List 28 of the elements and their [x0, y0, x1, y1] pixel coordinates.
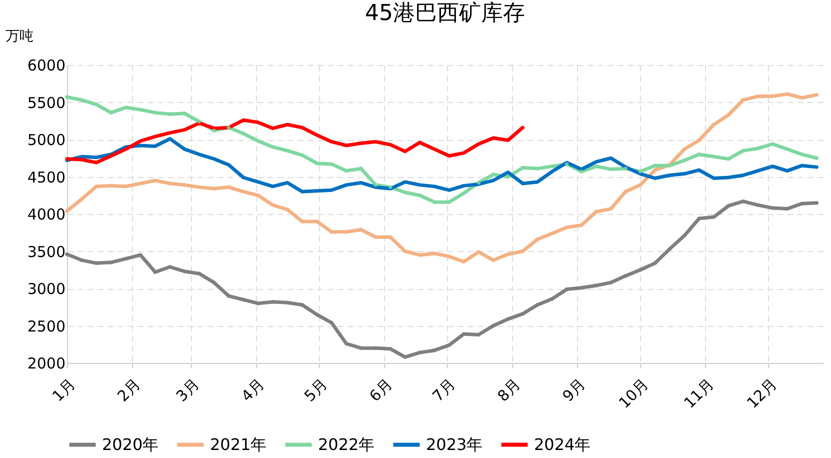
x-tick-label: 4月 [238, 375, 268, 406]
x-tick-label: 6月 [366, 375, 396, 406]
y-tick-label: 5000 [27, 131, 66, 149]
y-axis-title: 万吨 [6, 28, 34, 44]
y-tick-label: 4500 [27, 168, 66, 186]
x-tick-label: 12月 [743, 375, 780, 412]
x-tick-label: 3月 [172, 375, 203, 406]
x-tick-label: 9月 [559, 375, 590, 406]
x-tick-label: 8月 [494, 375, 524, 406]
x-tick-label: 1月 [48, 375, 79, 406]
y-tick-label: 2000 [27, 354, 66, 372]
x-tick-label: 11月 [680, 375, 718, 412]
x-tick-label: 10月 [615, 375, 652, 412]
x-tick-label: 7月 [428, 375, 459, 406]
y-tick-label: 6000 [27, 56, 66, 74]
legend-label: 2022年 [318, 434, 375, 454]
y-tick-label: 3500 [27, 242, 66, 261]
y-tick-label: 5500 [27, 94, 66, 112]
y-tick-label: 3000 [27, 280, 66, 298]
legend-label: 2020年 [102, 434, 159, 454]
y-tick-label: 2500 [27, 317, 66, 336]
x-tick-label: 2月 [114, 375, 144, 406]
legend-label: 2021年 [210, 434, 267, 454]
legend-label: 2024年 [534, 434, 591, 454]
y-tick-label: 4000 [27, 206, 66, 224]
chart-title: 45港巴西矿库存 [365, 1, 525, 26]
x-tick-label: 5月 [300, 375, 331, 406]
legend-label: 2023年 [426, 434, 483, 454]
